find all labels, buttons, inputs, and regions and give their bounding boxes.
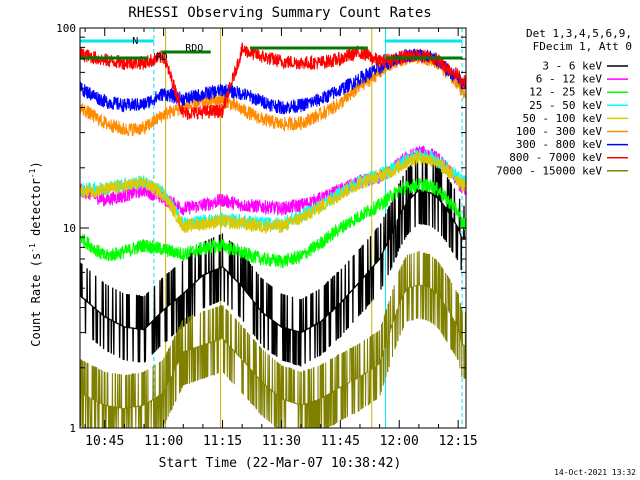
legend-label: 6 - 12 keV <box>536 73 603 86</box>
x-tick-label: 10:45 <box>85 434 124 449</box>
legend-header-line-1: Det 1,3,4,5,6,9, <box>526 27 632 40</box>
legend-label: 50 - 100 keV <box>523 112 603 125</box>
series-line <box>80 250 466 428</box>
series-line <box>80 157 466 367</box>
y-tick-label: 100 <box>56 22 76 35</box>
y-label-exp: -1 <box>28 168 37 178</box>
x-axis-label: Start Time (22-Mar-07 10:38:42) <box>159 456 402 471</box>
rd-label: RD <box>156 52 168 63</box>
series-7000-15000keV-trace <box>80 250 466 428</box>
y-label-part: ) <box>29 161 43 168</box>
y-label-exp: -1 <box>28 243 37 253</box>
y-tick-label: 1 <box>69 422 76 435</box>
plot-frame: 1 10 100 10:45 11:00 11:15 11:30 11:45 12:00 12:1… <box>56 22 478 449</box>
legend-label: 3 - 6 keV <box>542 60 602 73</box>
y-tick-label: 10 <box>63 222 76 235</box>
legend-label: 7000 - 15000 keV <box>496 164 602 177</box>
x-tick-label: 12:00 <box>380 434 419 449</box>
timestamp: 14-Oct-2021 13:32 <box>554 468 636 477</box>
series-line <box>80 177 466 269</box>
series-800-7000keV-trace <box>80 42 466 121</box>
series-50-100keV-trace <box>80 151 466 234</box>
plot-content: N RD RDO <box>80 28 466 428</box>
series-line <box>80 42 466 121</box>
legend-header-line-2: FDecim 1, Att 0 <box>533 40 632 53</box>
x-tick-label: 12:15 <box>439 434 478 449</box>
x-tick-label: 11:45 <box>321 434 360 449</box>
rdo-label: RDO <box>185 43 203 54</box>
x-tick-label: 11:00 <box>144 434 183 449</box>
series-line <box>80 151 466 234</box>
series-12-25keV-trace <box>80 177 466 269</box>
night-label: N <box>132 36 138 47</box>
x-tick-label: 11:30 <box>262 434 301 449</box>
y-label-part: Count Rate (s <box>29 253 43 347</box>
svg-text:Count Rate (s-1 detector-1): Count Rate (s-1 detector-1) <box>28 161 43 346</box>
y-label-part: detector <box>29 178 43 243</box>
y-axis-label: Count Rate (s-1 detector-1) <box>28 161 43 346</box>
legend-label: 800 - 7000 keV <box>509 151 602 164</box>
legend-label: 300 - 800 keV <box>516 138 602 151</box>
legend-label: 25 - 50 keV <box>529 99 602 112</box>
legend-label: 100 - 300 keV <box>516 125 602 138</box>
series-3-6keV-trace <box>80 157 466 367</box>
legend-label: 12 - 25 keV <box>529 86 602 99</box>
chart-title: RHESSI Observing Summary Count Rates <box>128 5 431 21</box>
x-tick-label: 11:15 <box>203 434 242 449</box>
